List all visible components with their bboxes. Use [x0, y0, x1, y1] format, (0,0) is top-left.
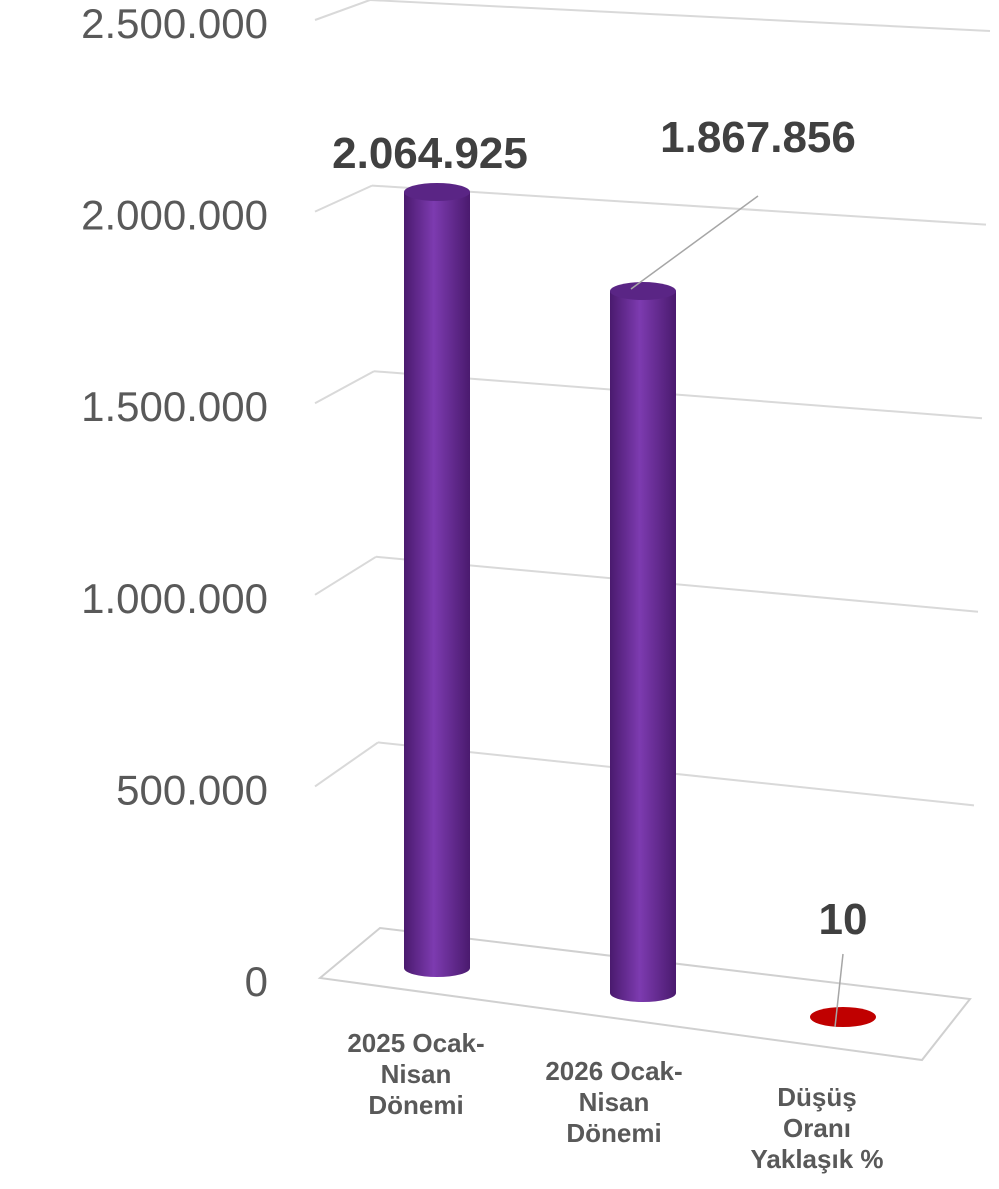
gridline-side [314, 555, 377, 596]
y-tick-label: 0 [245, 958, 268, 1005]
category-label: Düşüş Oranı Yaklaşık % [751, 1082, 884, 1174]
bar [810, 1007, 876, 1027]
category-label: 2025 Ocak-Nisan Dönemi [347, 1028, 484, 1120]
y-tick-label: 500.000 [116, 766, 268, 813]
leader-line [630, 195, 759, 290]
y-tick-label: 2.000.000 [81, 192, 268, 239]
category-label: 2026 Ocak-Nisan Dönemi [545, 1056, 682, 1148]
gridline-side [314, 0, 371, 21]
bar-top [610, 282, 676, 301]
gridline-side [314, 370, 375, 405]
y-axis-ticks: 0 500.000 1.000.000 1.500.000 2.000.000 2.500… [81, 0, 268, 1005]
gridline [373, 370, 983, 420]
gridlines [314, 0, 991, 807]
bar [610, 291, 676, 1002]
gridline [371, 184, 987, 226]
data-label: 1.867.856 [660, 113, 856, 162]
bar-top [404, 183, 470, 201]
y-tick-label: 2.500.000 [81, 0, 268, 47]
y-tick-label: 1.500.000 [81, 383, 268, 430]
y-tick-label: 1.000.000 [81, 575, 268, 622]
bar [404, 192, 470, 977]
data-labels: 2.064.925 1.867.856 10 [332, 113, 868, 1028]
gridline [375, 555, 979, 613]
bars [404, 183, 876, 1027]
gridline [369, 0, 991, 32]
gridline-side [314, 741, 379, 788]
category-labels: 2025 Ocak-Nisan Dönemi 2026 Ocak-Nisan Döne… [347, 1028, 883, 1174]
leader-line [834, 953, 844, 1028]
gridline-side [314, 184, 373, 213]
data-label: 2.064.925 [332, 129, 528, 178]
data-label: 10 [819, 895, 868, 944]
